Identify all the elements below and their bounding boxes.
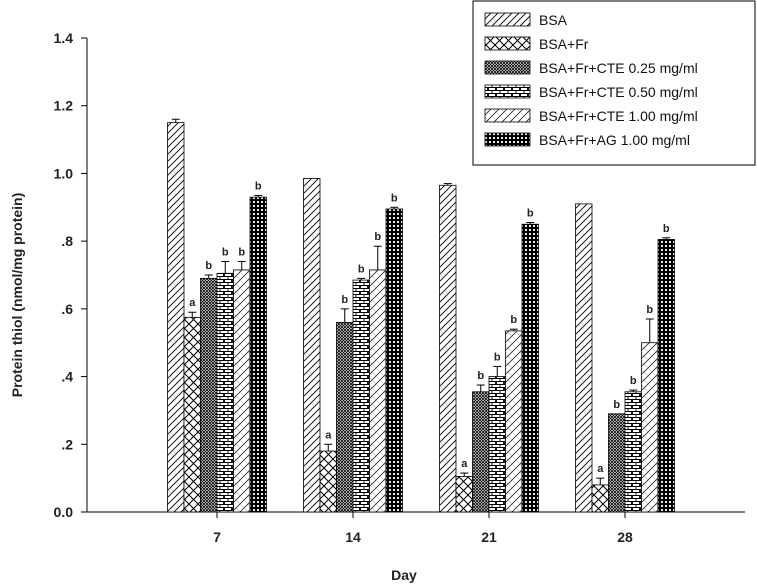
bar — [319, 450, 337, 513]
significance-label: b — [391, 192, 398, 204]
bar — [657, 239, 675, 513]
significance-label: b — [646, 304, 653, 316]
legend-label: BSA+Fr — [539, 36, 589, 52]
bar — [641, 342, 659, 513]
y-tick-label: 1.0 — [54, 165, 74, 181]
significance-label: b — [222, 246, 229, 258]
significance-label: b — [205, 260, 212, 272]
significance-label: b — [663, 223, 670, 235]
y-tick-label: .8 — [61, 233, 73, 249]
y-tick-label: 1.4 — [54, 30, 74, 46]
legend-swatch — [484, 60, 531, 75]
significance-label: b — [613, 399, 620, 411]
bar — [521, 223, 539, 513]
bar — [167, 122, 185, 513]
y-tick-label: 1.2 — [54, 98, 74, 114]
x-axis-title: Day — [391, 567, 417, 583]
significance-label: b — [510, 314, 517, 326]
bar — [439, 184, 457, 513]
significance-label: b — [341, 294, 348, 306]
x-tick-label: 21 — [481, 529, 497, 545]
significance-label: b — [238, 246, 245, 258]
y-tick-label: .6 — [61, 301, 73, 317]
legend-swatch — [484, 84, 531, 99]
significance-label: a — [461, 458, 468, 470]
bar — [352, 279, 370, 513]
legend-swatch — [484, 36, 531, 51]
significance-label: a — [325, 429, 332, 441]
significance-label: a — [189, 297, 196, 309]
bar — [624, 391, 642, 513]
significance-label: b — [374, 231, 381, 243]
x-tick-label: 28 — [617, 529, 633, 545]
legend-label: BSA+Fr+AG 1.00 mg/ml — [539, 132, 690, 148]
significance-label: b — [630, 375, 637, 387]
bar — [575, 203, 593, 513]
y-axis-title: Protein thiol (nmol/mg protein) — [9, 193, 25, 398]
bar — [183, 316, 201, 513]
legend: BSA BSA+Fr BSA+Fr+CTE 0.25 mg/ml BSA+Fr+CTE… — [472, 0, 756, 166]
legend-swatch — [484, 12, 531, 27]
significance-label: b — [527, 208, 534, 220]
significance-label: b — [255, 180, 262, 192]
bar — [505, 330, 523, 513]
legend-label: BSA — [539, 12, 568, 28]
legend-label: BSA+Fr+CTE 0.25 mg/ml — [539, 60, 698, 76]
significance-label: b — [477, 370, 484, 382]
x-tick-label: 7 — [213, 529, 221, 545]
bar — [336, 321, 354, 513]
significance-label: a — [597, 463, 604, 475]
y-tick-label: .2 — [61, 436, 73, 452]
bar — [233, 269, 251, 513]
y-tick-label: 0.0 — [54, 504, 74, 520]
significance-label: b — [494, 351, 501, 363]
bar — [303, 178, 321, 513]
axes: 0.0 .2 .4 .6 .8 1.0 1.2 1.4 Protein thiol (nmol/… — [9, 30, 745, 583]
bar — [200, 277, 218, 513]
bar — [385, 208, 403, 513]
bar — [369, 269, 387, 513]
bar — [455, 476, 473, 513]
legend-label: BSA+Fr+CTE 1.00 mg/ml — [539, 108, 698, 124]
bar — [591, 484, 609, 513]
bar — [472, 391, 490, 513]
legend-label: BSA+Fr+CTE 0.50 mg/ml — [539, 84, 698, 100]
bar — [216, 272, 234, 513]
y-tick-label: .4 — [61, 369, 73, 385]
legend-swatch — [484, 132, 531, 147]
bar — [608, 413, 626, 513]
bar — [488, 376, 506, 513]
x-tick-label: 14 — [345, 529, 361, 545]
significance-label: b — [358, 263, 365, 275]
bar — [249, 196, 267, 513]
legend-swatch — [484, 108, 531, 123]
